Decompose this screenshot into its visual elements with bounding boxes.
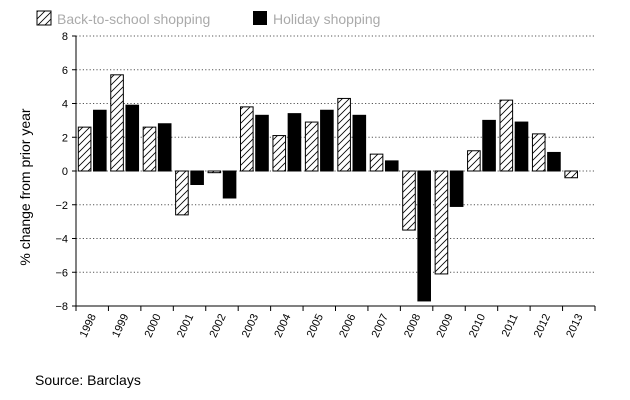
legend-label-holiday: Holiday shopping [273, 11, 380, 27]
source-note: Source: Barclays [35, 372, 141, 388]
legend: Back-to-school shopping Holiday shopping [36, 10, 380, 27]
x-tick-label: 2006 [337, 312, 358, 339]
legend-swatch-back-to-school [36, 10, 52, 26]
x-tick-label: 2000 [143, 312, 164, 339]
bar-holiday-2007 [384, 160, 399, 172]
x-tick-label: 2001 [175, 312, 196, 339]
bar-holiday-2002 [222, 170, 237, 199]
bar-holiday-2000 [157, 123, 172, 172]
bar-holiday-2011 [514, 121, 529, 172]
x-axis: 1998 1999 2000 2001 2002 2003 2004 2005 2006 2007… [75, 305, 596, 339]
x-tick-label: 2005 [305, 312, 326, 339]
bar-back-to-school-1999 [110, 74, 124, 172]
x-tick-label: 2002 [207, 312, 228, 339]
bar-holiday-2003 [255, 114, 269, 172]
x-tick-label: 2009 [435, 312, 456, 339]
y-tick-label: 2 [62, 132, 68, 144]
x-tick-label: 2004 [272, 312, 293, 339]
legend-label-back-to-school: Back-to-school shopping [57, 11, 210, 27]
y-axis-ticks: −8 −6 −4 −2 0 2 4 6 8 [55, 31, 77, 313]
bar-back-to-school-2010 [467, 150, 481, 172]
y-tick-label: −4 [55, 234, 68, 246]
bar-holiday-2009 [449, 170, 464, 207]
x-tick-label: 2013 [564, 312, 585, 339]
x-tick-label: 2010 [467, 312, 488, 339]
bar-back-to-school-2004 [272, 135, 287, 172]
x-tick-label: 1998 [78, 312, 99, 339]
bar-holiday-2001 [190, 170, 204, 185]
y-tick-label: −6 [55, 267, 68, 279]
bar-holiday-2006 [352, 114, 367, 172]
bar-back-to-school-2002 [207, 170, 222, 174]
bar-holiday-2010 [482, 119, 496, 172]
y-tick-label: 4 [62, 99, 68, 111]
y-axis-title: % change from prior year [17, 108, 33, 266]
x-tick-label: 2008 [402, 312, 423, 339]
bar-back-to-school-1998 [77, 126, 92, 172]
bar-back-to-school-2005 [304, 121, 319, 172]
y-tick-label: 6 [62, 65, 68, 77]
bar-back-to-school-2007 [369, 153, 384, 172]
bar-holiday-1998 [93, 109, 107, 172]
y-tick-label: 8 [62, 31, 68, 43]
bar-holiday-2012 [547, 151, 561, 172]
bar-back-to-school-2012 [531, 133, 546, 172]
bar-holiday-2008 [417, 170, 431, 302]
bar-back-to-school-2003 [240, 106, 254, 172]
y-tick-label: −2 [55, 200, 68, 212]
x-tick-label: 2007 [370, 312, 391, 339]
x-tick-label: 2003 [240, 312, 261, 339]
x-tick-label: 2011 [500, 312, 521, 339]
bar-back-to-school-2006 [337, 97, 351, 172]
y-tick-label: 0 [62, 166, 68, 178]
bar-back-to-school-2011 [499, 99, 514, 172]
bar-holiday-2005 [320, 109, 334, 172]
bar-holiday-1999 [125, 104, 140, 172]
bar-back-to-school-2013 [564, 170, 578, 179]
bar-back-to-school-2009 [434, 170, 449, 275]
x-tick-label: 2012 [532, 312, 553, 339]
x-tick-label: 1999 [110, 312, 131, 339]
bar-back-to-school-2008 [402, 170, 416, 231]
y-tick-label: −8 [55, 301, 68, 313]
legend-swatch-holiday [253, 11, 267, 25]
bar-holiday-2004 [287, 113, 302, 172]
bar-back-to-school-2001 [175, 170, 189, 216]
bar-back-to-school-2000 [142, 126, 157, 172]
bars [77, 74, 578, 302]
